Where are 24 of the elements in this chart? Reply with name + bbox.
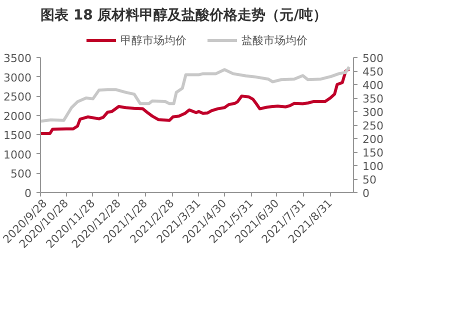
y2-tick-label: 0 [362,187,370,200]
legend-label: 甲醇市场均价 [120,32,186,48]
y-tick-label: 0 [24,187,32,200]
y2-tick-label: 500 [362,52,384,65]
line-series [40,68,351,135]
y-tick-label: 1000 [4,148,32,162]
y2-tick-label: 250 [362,120,384,132]
legend-label: 盐酸市场均价 [242,32,308,48]
y-tick-label: 500 [10,168,32,181]
y2-tick-label: 100 [362,160,384,173]
chart-title: 图表 18 原材料甲醇及盐酸价格走势（元/吨） [40,6,327,24]
y2-tick-label: 400 [362,79,384,92]
y2-tick-label: 350 [362,92,384,106]
y2-tick-label: 50 [362,174,376,186]
y2-tick-label: 300 [362,106,384,119]
y2-tick-label: 150 [362,146,384,160]
y2-tick-label: 200 [362,133,384,146]
y2-tick-label: 450 [362,66,384,78]
y-tick-label: 3000 [4,71,32,84]
y-tick-label: 1500 [4,129,32,142]
line-series [40,65,351,123]
y-tick-label: 2000 [4,110,32,123]
y-tick-label: 2500 [4,90,32,104]
y-tick-label: 3500 [4,52,32,65]
